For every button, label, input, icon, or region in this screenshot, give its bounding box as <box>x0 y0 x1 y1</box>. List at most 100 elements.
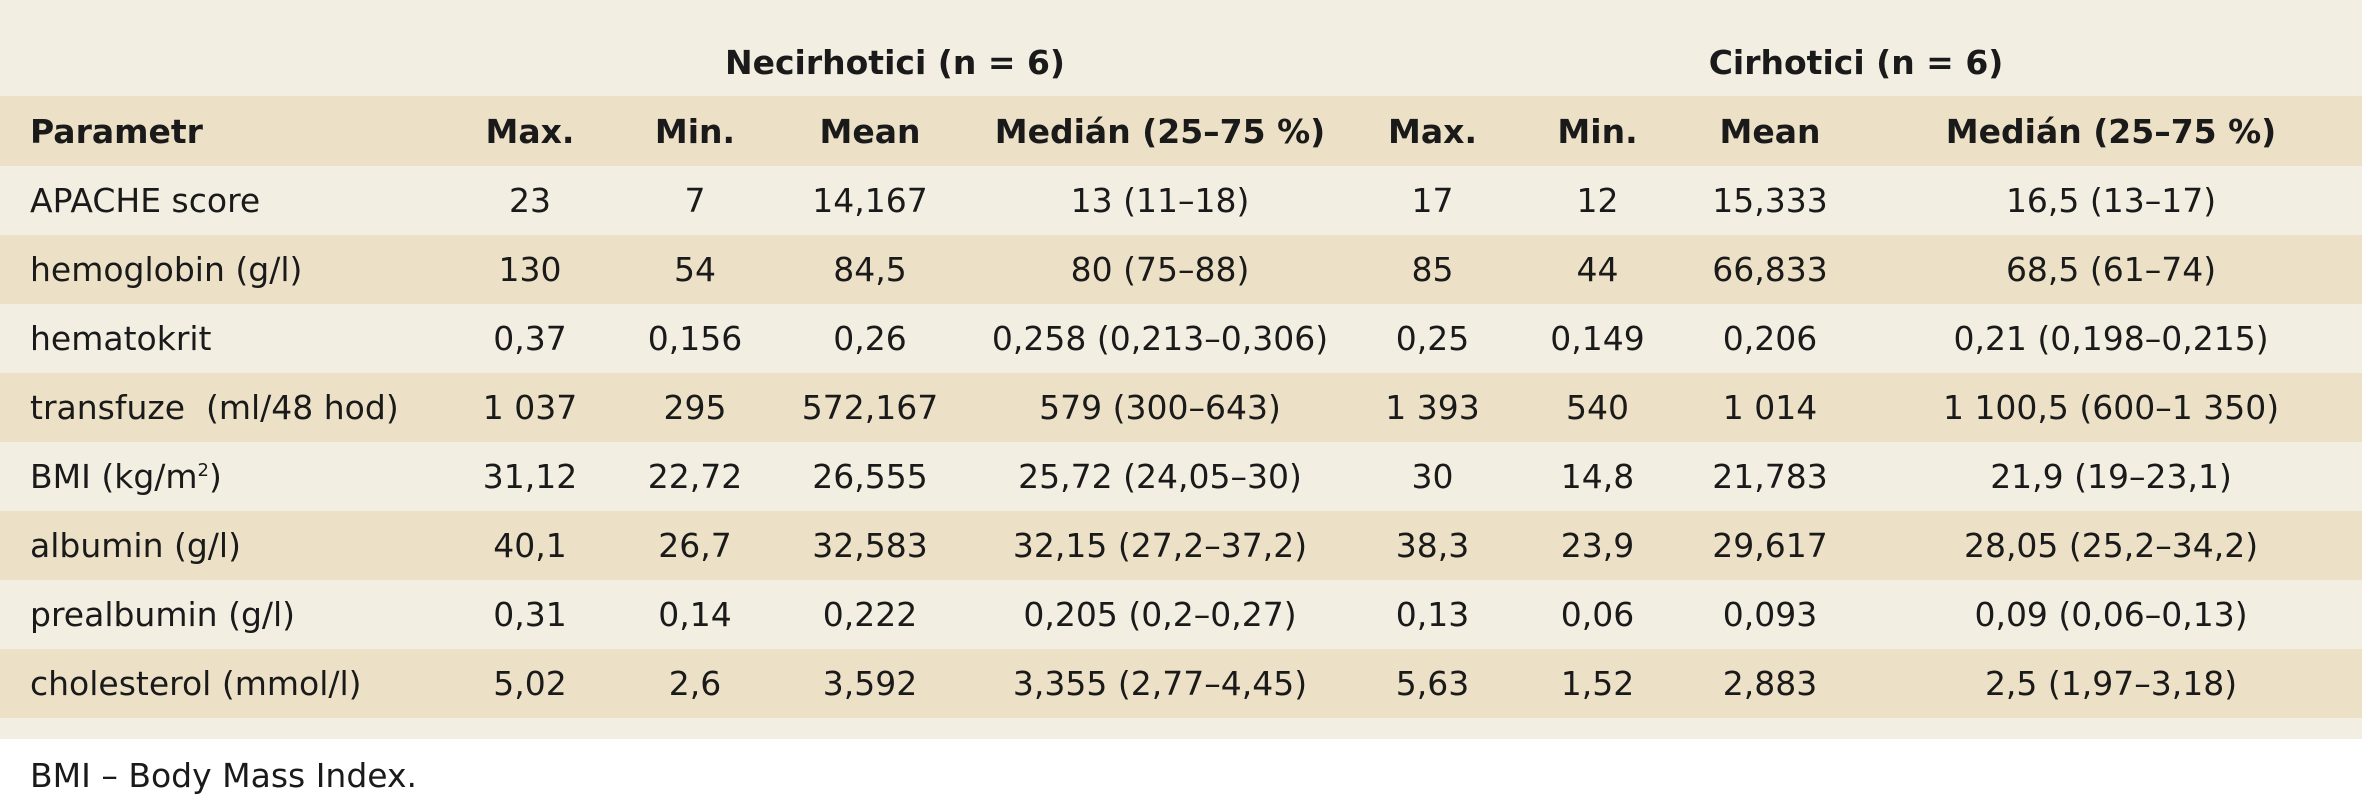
table-cell: 3,592 <box>822 664 918 703</box>
table-cell: 84,5 <box>833 250 907 289</box>
table-cell: 32,583 <box>812 526 928 565</box>
group-header-row: Necirhotici (n = 6) Cirhotici (n = 6) <box>0 0 2362 96</box>
table-cell: 1 014 <box>1722 388 1818 427</box>
table-row: cholesterol (mmol/l) 5,02 2,6 3,592 3,35… <box>0 649 2362 718</box>
table-cell: 16,5 (13–17) <box>2005 181 2217 220</box>
table-cell: 14,8 <box>1560 457 1635 496</box>
table-cell: 54 <box>674 250 716 289</box>
column-header: Mean <box>819 111 921 151</box>
table-cell: 44 <box>1576 250 1619 289</box>
table-panel <box>0 0 2362 739</box>
row-parameter: transfuze (ml/48 hod) <box>30 388 399 427</box>
table-cell: 12 <box>1576 181 1619 220</box>
table-cell: 5,02 <box>493 664 567 703</box>
table-row: transfuze (ml/48 hod) 1 037 295 572,167 … <box>0 373 2362 442</box>
table-cell: 26,555 <box>812 457 928 496</box>
table-cell: 0,206 <box>1722 319 1818 358</box>
column-header: Max. <box>1388 111 1477 151</box>
table-cell: 30 <box>1411 457 1454 496</box>
table-cell: 0,09 (0,06–0,13) <box>1974 595 2248 634</box>
table-cell: 32,15 (27,2–37,2) <box>1012 526 1308 565</box>
row-parameter: prealbumin (g/l) <box>30 595 296 634</box>
table-cell: 5,63 <box>1395 664 1470 703</box>
row-parameter: hemoglobin (g/l) <box>30 250 303 289</box>
table-cell: 0,093 <box>1722 595 1818 634</box>
table-cell: 1 393 <box>1385 388 1480 427</box>
table-cell: 66,833 <box>1712 250 1828 289</box>
column-header: Min. <box>654 111 736 151</box>
table-cell: 0,156 <box>647 319 743 358</box>
table-cell: 38,3 <box>1395 526 1470 565</box>
table-cell: 0,37 <box>493 319 567 358</box>
table-cell: 0,14 <box>658 595 732 634</box>
row-parameter: cholesterol (mmol/l) <box>30 664 362 703</box>
table-cell: 0,205 (0,2–0,27) <box>1023 595 1297 634</box>
table-cell: 2,6 <box>668 664 722 703</box>
table-row: albumin (g/l) 40,1 26,7 32,583 32,15 (27… <box>0 511 2362 580</box>
table-cell: 31,12 <box>482 457 578 496</box>
superscript: 2 <box>197 460 209 481</box>
row-parameter-text: BMI (kg/m <box>30 457 198 496</box>
table-footnote: BMI – Body Mass Index. <box>30 756 418 795</box>
group-header-cirhotici: Cirhotici (n = 6) <box>1708 43 2004 82</box>
column-header: Medián (25–75 %) <box>994 111 1326 151</box>
table-row: APACHE score 23 7 14,167 13 (11–18) 17 1… <box>0 166 2362 235</box>
row-parameter: albumin (g/l) <box>30 526 241 565</box>
row-parameter: hematokrit <box>30 319 212 358</box>
table-cell: 14,167 <box>812 181 928 220</box>
row-parameter: BMI (kg/m2) <box>0 442 440 511</box>
table-row: BMI (kg/m2) 31,12 22,72 26,555 25,72 (24… <box>0 442 2362 511</box>
column-header-row: Parametr Max. Min. Mean Medián (25–75 %)… <box>0 96 2362 166</box>
table-cell: 130 <box>498 250 562 289</box>
column-header: Min. <box>1557 111 1638 151</box>
table-cell: 2,883 <box>1722 664 1818 703</box>
table-row: hemoglobin (g/l) 130 54 84,5 80 (75–88) … <box>0 235 2362 304</box>
table-cell: 0,13 <box>1395 595 1470 634</box>
table-cell: 0,149 <box>1550 319 1645 358</box>
table-cell: 68,5 (61–74) <box>2005 250 2217 289</box>
table-cell: 13 (11–18) <box>1070 181 1250 220</box>
table-cell: 15,333 <box>1712 181 1828 220</box>
table-cell: 572,167 <box>801 388 939 427</box>
row-parameter-end: ) <box>208 457 222 496</box>
table-cell: 22,72 <box>647 457 743 496</box>
table-cell: 295 <box>663 388 727 427</box>
table-cell: 25,72 (24,05–30) <box>1018 457 1302 496</box>
table-cell: 1 037 <box>482 388 578 427</box>
column-header: Medián (25–75 %) <box>1945 111 2277 151</box>
table-cell: 26,7 <box>658 526 732 565</box>
column-header: Parametr <box>30 111 203 151</box>
table-row: prealbumin (g/l) 0,31 0,14 0,222 0,205 (… <box>0 580 2362 649</box>
row-parameter: APACHE score <box>30 181 261 220</box>
table-cell: 21,9 (19–23,1) <box>1990 457 2232 496</box>
table-cell: 0,06 <box>1560 595 1635 634</box>
table-cell: 579 (300–643) <box>1039 388 1281 427</box>
table-cell: 0,258 (0,213–0,306) <box>991 319 1329 358</box>
table-cell: 0,25 <box>1395 319 1470 358</box>
table-cell: 0,31 <box>493 595 567 634</box>
column-header: Mean <box>1719 111 1821 151</box>
group-header-spacer <box>0 0 440 96</box>
table-cell: 85 <box>1411 250 1454 289</box>
table-cell: 0,222 <box>822 595 918 634</box>
table-cell: 1,52 <box>1560 664 1635 703</box>
table-cell: 23 <box>509 181 551 220</box>
table-cell: 17 <box>1411 181 1454 220</box>
table-cell: 21,783 <box>1712 457 1828 496</box>
table-cell: 40,1 <box>493 526 567 565</box>
table-cell: 80 (75–88) <box>1070 250 1250 289</box>
table-cell: 23,9 <box>1560 526 1635 565</box>
group-header-necirhotici: Necirhotici (n = 6) <box>725 43 1066 82</box>
data-table: Necirhotici (n = 6) Cirhotici (n = 6) Pa… <box>0 0 2362 718</box>
table-cell: 540 <box>1566 388 1630 427</box>
table-cell: 28,05 (25,2–34,2) <box>1963 526 2259 565</box>
table-cell: 2,5 (1,97–3,18) <box>1984 664 2238 703</box>
table-cell: 3,355 (2,77–4,45) <box>1012 664 1308 703</box>
table-row: hematokrit 0,37 0,156 0,26 0,258 (0,213–… <box>0 304 2362 373</box>
table-cell: 1 100,5 (600–1 350) <box>1942 388 2280 427</box>
table-cell: 0,21 (0,198–0,215) <box>1953 319 2269 358</box>
column-header: Max. <box>485 111 575 151</box>
table-cell: 29,617 <box>1712 526 1828 565</box>
table-cell: 0,26 <box>833 319 907 358</box>
table-cell: 7 <box>684 181 706 220</box>
